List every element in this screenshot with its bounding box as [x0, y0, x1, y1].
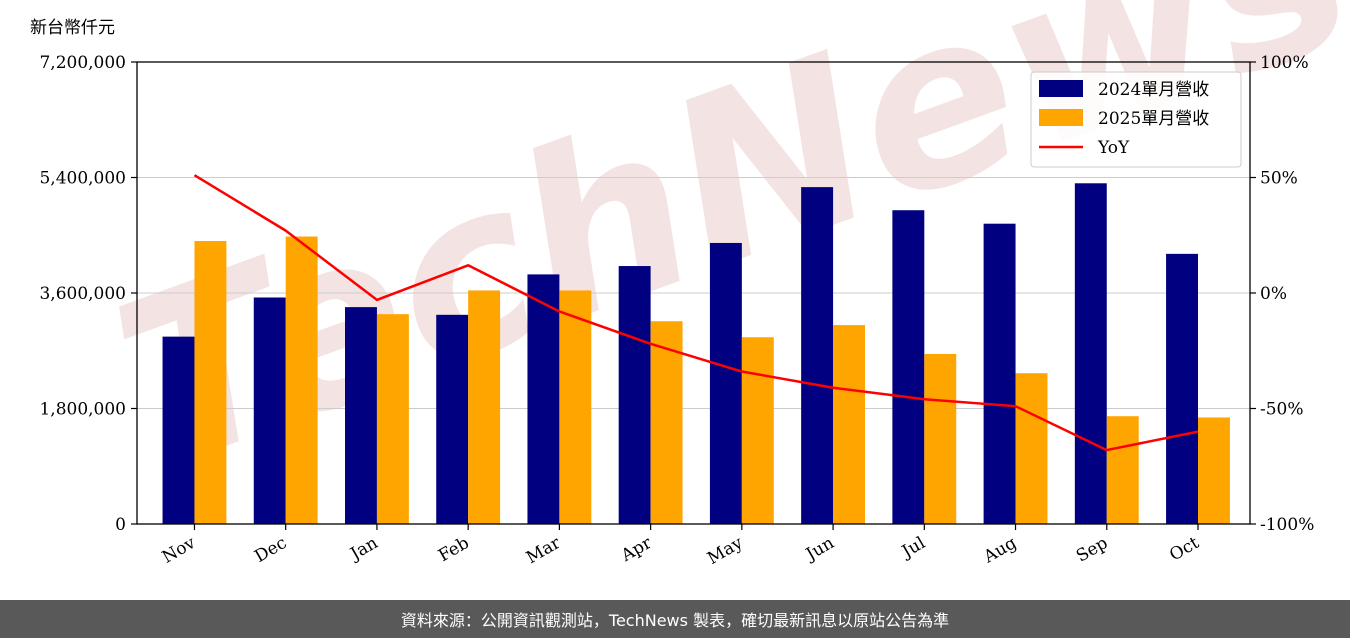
bar-2025-jun	[833, 325, 866, 524]
bar-2024-may	[709, 242, 742, 524]
bar-2025-may	[741, 337, 774, 524]
left-tick-label: 7,200,000	[39, 53, 126, 73]
left-tick-label: 0	[115, 515, 126, 535]
grid-lines	[137, 177, 1250, 409]
x-axis: Nov Dec Jan Feb Mar Apr May Jun Jul Aug Sep Oct	[159, 524, 1203, 569]
bar-2024-jul	[892, 210, 925, 524]
bar-2024-dec	[253, 297, 286, 524]
bar-2025-aug	[1015, 373, 1048, 524]
bar-2024-oct	[1166, 253, 1198, 524]
x-tick-label: Feb	[435, 533, 473, 566]
right-tick-label: 50%	[1260, 169, 1298, 189]
bar-2024-aug	[983, 223, 1016, 524]
bar-2025-dec	[285, 236, 318, 525]
x-tick-label: Mar	[523, 533, 565, 569]
footer-text: 資料來源：公開資訊觀測站，TechNews 製表，確切最新訊息以原站公告為準	[400, 611, 950, 630]
x-tick-label: Jul	[897, 533, 929, 563]
x-tick-label: Apr	[617, 533, 656, 567]
bar-2024-nov	[162, 336, 195, 524]
left-y-axis: 0 1,800,000 3,600,000 5,400,000 7,200,000	[39, 53, 137, 535]
bar-2024-feb	[436, 314, 469, 524]
series-2025-bars	[194, 236, 1230, 525]
right-y-axis: -100% -50% 0% 50% 100%	[1250, 53, 1314, 535]
bar-2025-jul	[924, 353, 957, 524]
bar-2024-jun	[801, 187, 834, 524]
yoy-line	[193, 174, 1199, 452]
bar-2025-sep	[1106, 416, 1139, 524]
x-tick-label: Aug	[980, 533, 1021, 568]
yoy-line-layer	[193, 174, 1199, 452]
x-tick-label: May	[704, 533, 747, 569]
left-tick-label: 1,800,000	[39, 400, 126, 420]
bar-2025-apr	[650, 321, 683, 524]
bar-2025-jan	[376, 314, 409, 524]
right-tick-label: 0%	[1260, 284, 1287, 304]
legend-swatch-2024	[1039, 80, 1083, 97]
legend-label-yoy: YoY	[1097, 138, 1130, 158]
bar-2025-oct	[1197, 417, 1230, 524]
legend-label-2025: 2025單月營收	[1098, 109, 1209, 129]
x-tick-label: Sep	[1073, 533, 1111, 567]
bar-2024-mar	[527, 274, 560, 524]
legend-box	[1030, 71, 1242, 168]
left-tick-label: 3,600,000	[39, 284, 126, 304]
x-tick-label: Oct	[1166, 533, 1202, 566]
bar-2024-jan	[345, 307, 377, 524]
x-tick-label: Jun	[801, 533, 838, 566]
bar-2025-mar	[559, 290, 592, 524]
right-tick-label: -100%	[1260, 515, 1314, 535]
x-tick-label: Jan	[346, 533, 382, 565]
unit-label: 新台幣仟元	[30, 18, 115, 38]
bar-2025-feb	[468, 290, 501, 524]
right-tick-label: 100%	[1260, 53, 1309, 73]
legend-swatch-2025	[1039, 109, 1083, 126]
left-tick-label: 5,400,000	[39, 169, 126, 189]
bar-2025-nov	[194, 241, 227, 524]
series-2024-bars	[162, 183, 1198, 524]
legend-label-2024: 2024單月營收	[1098, 80, 1209, 100]
x-tick-label: Dec	[251, 533, 290, 567]
source-footer: 資料來源：公開資訊觀測站，TechNews 製表，確切最新訊息以原站公告為準	[0, 600, 1350, 638]
bar-2024-apr	[618, 266, 651, 524]
bar-2024-sep	[1074, 183, 1107, 524]
x-tick-label: Nov	[159, 533, 199, 568]
revenue-chart: TechNews 01,800,0003,600,0005,400,0007,2…	[30, 0, 1350, 569]
legend: 2024單月營收 2025單月營收 YoY	[1030, 71, 1242, 168]
right-tick-label: -50%	[1260, 400, 1304, 420]
